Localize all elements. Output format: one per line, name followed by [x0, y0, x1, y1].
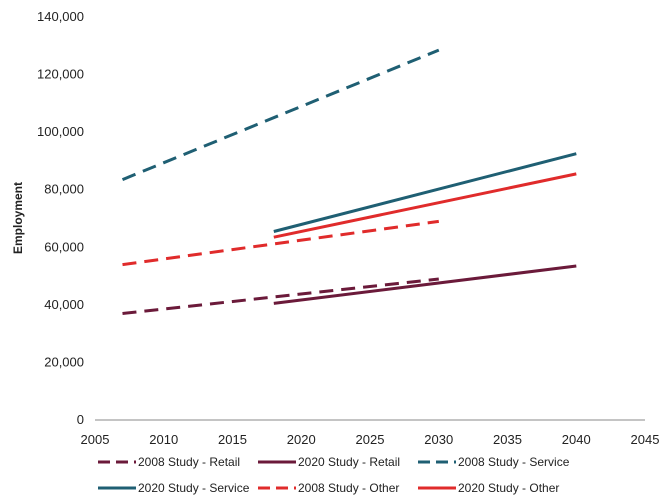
y-tick-label: 60,000: [44, 239, 84, 254]
legend: 2008 Study - Retail 2020 Study - Retail 20…: [98, 455, 570, 495]
y-axis-title-group: Employment: [11, 182, 25, 254]
series-line-1: [122, 277, 439, 315]
x-tick-label: 2020: [287, 432, 316, 447]
x-axis-ticks: 2005 2010 2015 2020 2025 2030 2035 2040 2045: [81, 432, 660, 447]
legend-label-4: 2020 Study - Service: [138, 481, 250, 495]
series-line-3: [121, 48, 440, 181]
series-line-4: [273, 152, 577, 233]
series-line-5: [122, 219, 440, 267]
y-axis-title: Employment: [11, 182, 25, 254]
x-tick-label: 2030: [424, 432, 453, 447]
series-line-2: [273, 264, 577, 305]
y-tick-label: 0: [77, 412, 84, 427]
y-tick-label: 100,000: [37, 124, 84, 139]
y-tick-label: 120,000: [37, 67, 84, 82]
x-tick-label: 2005: [81, 432, 110, 447]
y-tick-label: 140,000: [37, 9, 84, 24]
y-axis-ticks: 0 20,000 40,000 60,000 80,000 100,000 120,000 1…: [37, 9, 84, 427]
legend-label-1: 2008 Study - Retail: [138, 455, 240, 469]
legend-label-3: 2008 Study - Service: [458, 455, 570, 469]
y-tick-label: 20,000: [44, 354, 84, 369]
legend-label-5: 2008 Study - Other: [298, 481, 399, 495]
y-tick-label: 40,000: [44, 297, 84, 312]
x-tick-label: 2040: [562, 432, 591, 447]
x-tick-label: 2015: [218, 432, 247, 447]
series-line-6: [273, 172, 577, 239]
x-tick-label: 2010: [149, 432, 178, 447]
x-tick-label: 2025: [356, 432, 385, 447]
legend-label-6: 2020 Study - Other: [458, 481, 559, 495]
x-tick-label: 2045: [631, 432, 660, 447]
x-tick-label: 2035: [493, 432, 522, 447]
series-lines: [121, 48, 577, 315]
legend-label-2: 2020 Study - Retail: [298, 455, 400, 469]
y-tick-label: 80,000: [44, 182, 84, 197]
